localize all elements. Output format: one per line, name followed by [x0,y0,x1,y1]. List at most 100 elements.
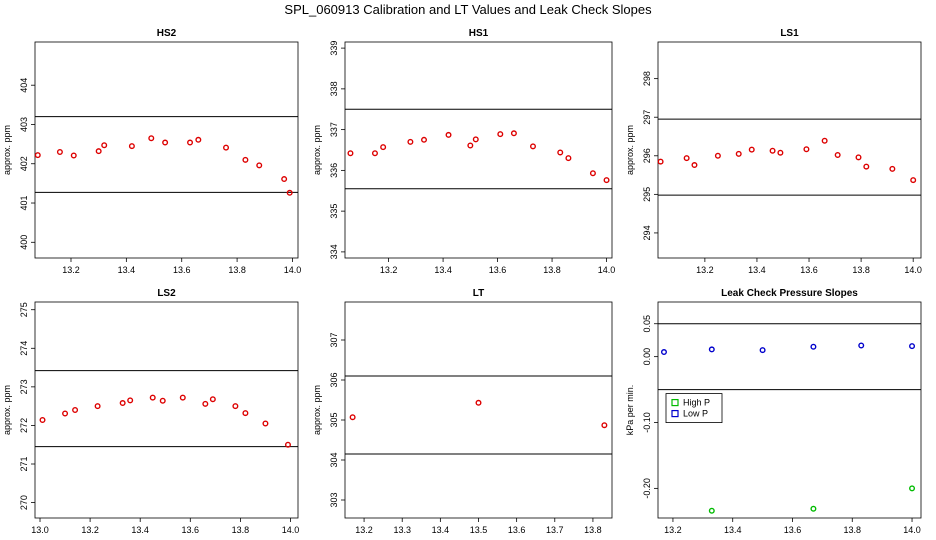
data-point [777,149,784,156]
data-point [119,400,126,407]
y-tick-label: 272 [19,418,29,433]
data-point [759,347,766,354]
x-tick-label: 13.8 [843,525,861,535]
plot-title: LS2 [157,288,176,299]
data-point [94,403,101,410]
data-point [159,397,166,404]
data-point [529,143,536,150]
y-tick-label: 404 [19,78,29,93]
data-point [660,349,667,356]
data-point [735,150,742,157]
data-point [148,135,155,142]
y-tick-label: 0.05 [642,315,652,333]
data-point [242,156,249,163]
x-tick-label: 13.4 [434,265,452,275]
data-point [708,346,715,353]
data-point [128,143,135,150]
y-tick-label: 294 [642,225,652,240]
chart-ls2: LS2 approx. ppm 13.0 13.2 13.4 13.6 13.8 14.0 27… [2,288,299,535]
data-point [179,394,186,401]
x-tick-label: 14.0 [904,265,922,275]
data-point [162,139,169,146]
legend-box [665,393,723,423]
x-tick-label: 14.0 [284,265,302,275]
y-axis-label: kPa per min. [625,385,635,436]
data-point [834,152,841,159]
x-tick-label: 13.8 [232,525,250,535]
x-tick-label: 13.2 [380,265,398,275]
data-point [748,146,755,153]
data-point [510,130,517,137]
data-point [909,485,916,492]
y-tick-label: 401 [19,196,29,211]
data-point [855,154,862,161]
data-point [821,137,828,144]
data-point [380,144,387,151]
data-point [497,131,504,138]
x-tick-label: 13.5 [470,525,488,535]
x-tick-label: 13.6 [182,525,200,535]
data-point [910,177,917,184]
y-tick-label: 296 [642,148,652,163]
chart-leak: Leak Check Pressure Slopes kPa per min. 13… [625,288,922,535]
data-point [72,407,79,414]
plot-title: Leak Check Pressure Slopes [721,288,858,299]
y-axis-label: approx. ppm [312,125,322,175]
y-axis-label: approx. ppm [625,125,635,175]
y-axis-label: approx. ppm [2,125,12,175]
x-tick-label: 14.0 [282,525,300,535]
data-point [34,152,41,159]
chart-hs1: HS1 approx. ppm 13.2 13.4 13.6 13.8 14.0 334 335… [312,28,615,275]
y-tick-label: 0.00 [642,348,652,366]
y-tick-label: 275 [19,302,29,317]
x-tick-label: 13.6 [489,265,507,275]
y-tick-label: 297 [642,110,652,125]
data-point [95,148,102,155]
data-point [603,177,610,184]
data-point [232,403,239,410]
x-tick-label: 13.2 [81,525,99,535]
page-title: SPL_060913 Calibration and LT Values and… [284,2,652,17]
y-tick-label: 271 [19,456,29,471]
plot-frame [657,41,922,259]
data-point [407,138,414,145]
legend-label: High P [683,398,710,408]
data-point [256,162,263,169]
data-point [683,155,690,162]
x-tick-label: 13.8 [852,265,870,275]
y-tick-label: 274 [19,341,29,356]
data-point [242,410,249,417]
x-tick-label: 13.8 [228,265,246,275]
data-point [810,343,817,350]
y-tick-label: 335 [329,204,339,219]
data-point [56,148,63,155]
x-tick-label: 13.0 [31,525,49,535]
data-point [565,155,572,162]
legend-label: Low P [683,409,708,419]
legend-marker [671,398,679,407]
x-tick-label: 13.4 [131,525,149,535]
x-tick-label: 13.4 [724,525,742,535]
y-tick-label: 270 [19,495,29,510]
y-tick-label: -0.20 [642,478,652,499]
data-point [195,136,202,143]
x-tick-label: 13.2 [62,265,80,275]
y-tick-label: 339 [329,41,339,56]
data-point [475,399,482,406]
data-point [472,136,479,143]
y-tick-label: 338 [329,81,339,96]
data-point [769,147,776,154]
x-tick-label: 13.4 [432,525,450,535]
data-point [691,162,698,169]
data-point [286,189,293,196]
y-tick-label: 305 [329,412,339,427]
data-point [858,342,865,349]
y-tick-label: 334 [329,244,339,259]
data-point [445,131,452,138]
x-tick-label: 13.4 [118,265,136,275]
data-point [714,152,721,159]
data-point [223,144,230,151]
x-tick-label: 13.2 [696,265,714,275]
y-axis-label: approx. ppm [312,385,322,435]
data-point [127,397,134,404]
